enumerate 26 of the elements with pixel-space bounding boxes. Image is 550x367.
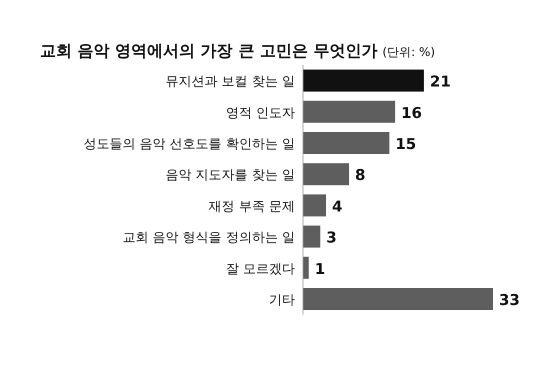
bar xyxy=(303,256,309,279)
data-label: 16 xyxy=(401,104,422,122)
data-label: 3 xyxy=(326,228,337,247)
data-label: 8 xyxy=(355,166,366,184)
bar xyxy=(303,226,320,248)
bar xyxy=(303,288,493,310)
chart-title: 교회 음악 영역에서의 가장 큰 고민은 무엇인가 xyxy=(40,41,378,60)
y-tick-label: 잘 모르겠다 xyxy=(226,262,295,277)
bar xyxy=(303,163,350,186)
y-tick-label: 영적 인도자 xyxy=(226,106,295,121)
data-label: 33 xyxy=(499,291,520,309)
y-tick-label: 재정 부족 문제 xyxy=(208,199,295,214)
y-tick-label: 음악 지도자를 찾는 일 xyxy=(166,168,295,184)
y-tick-label: 기타 xyxy=(269,293,295,308)
data-label: 15 xyxy=(395,135,416,153)
data-label: 1 xyxy=(314,260,326,278)
y-tick-label: 뮤지션과 보컬 찾는 일 xyxy=(166,74,295,90)
data-label: 4 xyxy=(332,197,342,216)
chart-subtitle: (단위: %) xyxy=(382,45,436,59)
y-tick-label: 교회 음악 형식을 정의하는 일 xyxy=(122,230,295,246)
bar xyxy=(303,70,424,92)
bar xyxy=(303,100,396,123)
bar xyxy=(303,194,326,216)
data-label: 21 xyxy=(430,72,451,91)
bar xyxy=(303,132,390,154)
y-tick-label: 성도들의 음악 선호도를 확인하는 일 xyxy=(83,137,295,152)
